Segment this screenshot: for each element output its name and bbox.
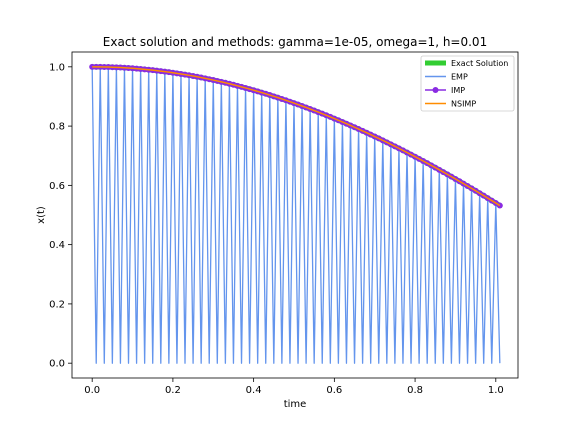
y-tick-label: 0.8 (49, 122, 65, 133)
legend-label-nsimp: NSIMP (451, 100, 476, 109)
y-tick-label: 0.4 (49, 240, 65, 251)
x-tick-label: 0.0 (84, 385, 100, 396)
y-tick-label: 0.2 (49, 299, 65, 310)
legend-box (420, 55, 515, 112)
legend-label-exact-solution: Exact Solution (451, 59, 508, 68)
chart-title: Exact solution and methods: gamma=1e-05,… (103, 35, 487, 49)
series-emp-line (91, 66, 501, 364)
legend-label-emp: EMP (451, 73, 468, 82)
plot-area (71, 51, 519, 379)
y-tick-label: 0.0 (49, 359, 65, 370)
legend-marker-imp (432, 87, 439, 93)
x-tick-label: 0.6 (326, 385, 342, 396)
y-tick-label: 0.6 (49, 181, 65, 192)
y-tick-label: 1.0 (49, 62, 65, 73)
y-axis-ticks: 0.0 0.2 0.4 0.6 0.8 1.0 (49, 62, 72, 370)
y-axis-label: x(t) (36, 206, 47, 224)
series-nsimp-line (92, 66, 501, 207)
legend-label-imp: IMP (451, 86, 465, 95)
series-layer (89, 63, 503, 364)
x-tick-label: 0.8 (407, 385, 423, 396)
axes-frame (71, 51, 519, 379)
x-axis-ticks: 0.0 0.2 0.4 0.6 0.8 1.0 (84, 378, 504, 396)
x-tick-label: 1.0 (488, 385, 504, 396)
x-tick-label: 0.4 (246, 385, 262, 396)
x-tick-label: 0.2 (165, 385, 181, 396)
x-axis-label: time (284, 399, 307, 410)
legend: Exact Solution EMP IMP NSIMP (420, 55, 515, 112)
